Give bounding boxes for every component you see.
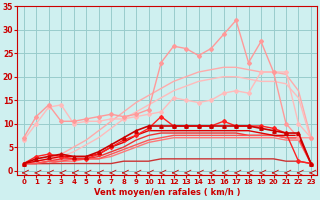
X-axis label: Vent moyen/en rafales ( km/h ): Vent moyen/en rafales ( km/h ) — [94, 188, 241, 197]
